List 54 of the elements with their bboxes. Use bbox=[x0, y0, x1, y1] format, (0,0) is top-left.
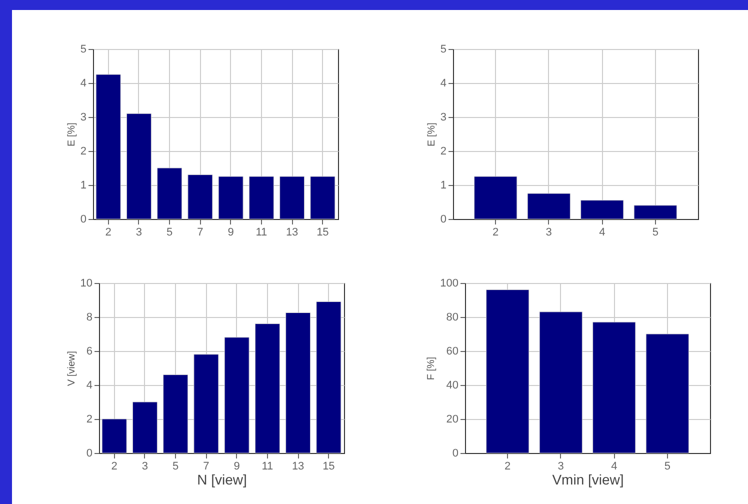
x-tick-label: 5 bbox=[652, 226, 658, 238]
y-axis-title: F [%] bbox=[426, 356, 438, 380]
x-tick-label: 2 bbox=[105, 226, 112, 238]
x-tick-label: 15 bbox=[322, 460, 335, 472]
x-tick-label: 4 bbox=[611, 460, 618, 472]
y-tick-label: 3 bbox=[440, 112, 446, 124]
y-tick-label: 40 bbox=[446, 380, 458, 392]
x-tick-label: 9 bbox=[228, 226, 234, 238]
y-tick-label: 6 bbox=[86, 346, 92, 358]
x-tick-label: 11 bbox=[262, 460, 274, 472]
y-tick-label: 4 bbox=[86, 380, 92, 392]
x-tick-label: 9 bbox=[234, 460, 240, 472]
x-tick-label: 7 bbox=[197, 226, 204, 238]
x-tick-label: 5 bbox=[664, 460, 670, 472]
y-tick-label: 1 bbox=[80, 180, 86, 192]
x-tick-label: 13 bbox=[292, 460, 304, 472]
y-tick-label: 100 bbox=[440, 278, 458, 290]
y-tick-label: 2 bbox=[440, 146, 446, 158]
y-axis-title: E [%] bbox=[426, 122, 438, 146]
y-tick-label: 5 bbox=[440, 44, 446, 56]
x-tick-label: 2 bbox=[504, 460, 511, 472]
x-tick-label: 2 bbox=[492, 226, 499, 238]
y-tick-label: 20 bbox=[446, 414, 458, 426]
y-tick-label: 2 bbox=[80, 146, 86, 158]
x-tick-label: 7 bbox=[203, 460, 210, 472]
x-tick-label: 4 bbox=[599, 226, 606, 238]
y-tick-label: 8 bbox=[86, 312, 92, 324]
y-tick-label: 4 bbox=[440, 78, 446, 90]
y-tick-label: 0 bbox=[80, 214, 86, 226]
x-tick-label: 2 bbox=[111, 460, 118, 472]
y-tick-label: 4 bbox=[80, 78, 86, 90]
y-axis-title: E [%] bbox=[66, 122, 78, 146]
y-tick-label: 3 bbox=[80, 112, 86, 124]
x-tick-label: 3 bbox=[136, 226, 142, 238]
x-tick-label: 13 bbox=[286, 226, 298, 238]
y-tick-label: 10 bbox=[80, 278, 92, 290]
y-tick-label: 0 bbox=[440, 214, 446, 226]
y-tick-label: 5 bbox=[80, 44, 86, 56]
x-tick-label: 5 bbox=[166, 226, 173, 238]
y-tick-label: 60 bbox=[446, 346, 458, 358]
x-tick-label: 3 bbox=[142, 460, 148, 472]
y-tick-label: 1 bbox=[440, 180, 446, 192]
y-tick-label: 2 bbox=[86, 414, 92, 426]
x-tick-label: 5 bbox=[172, 460, 179, 472]
x-tick-label: 15 bbox=[316, 226, 329, 238]
y-tick-label: 0 bbox=[452, 448, 458, 460]
x-axis-title: N [view] bbox=[197, 472, 247, 488]
x-tick-label: 11 bbox=[256, 226, 268, 238]
x-axis-title: Vmin [view] bbox=[552, 472, 624, 488]
x-tick-label: 3 bbox=[558, 460, 564, 472]
x-tick-label: 3 bbox=[546, 226, 552, 238]
y-tick-label: 0 bbox=[86, 448, 92, 460]
y-axis-title: V [view] bbox=[66, 350, 78, 386]
y-tick-label: 80 bbox=[446, 312, 458, 324]
